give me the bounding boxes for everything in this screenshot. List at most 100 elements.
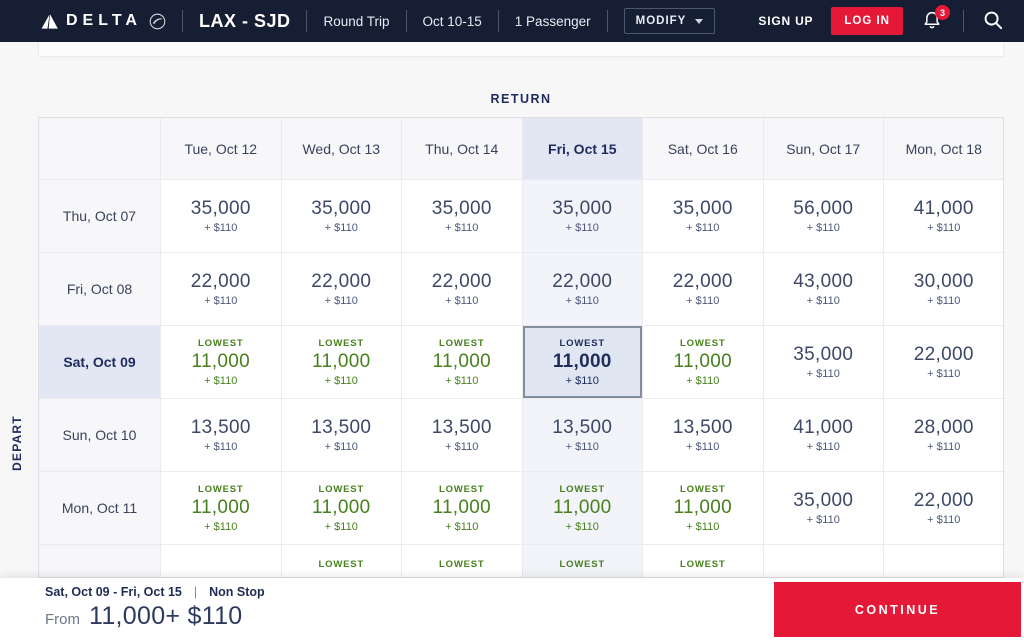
return-date-header[interactable]: Sun, Oct 17 xyxy=(763,118,884,180)
fare-fee: + $110 xyxy=(927,514,961,526)
fare-cell-lowest[interactable]: LOWEST xyxy=(522,545,643,577)
fare-fee: + $110 xyxy=(927,222,961,234)
fare-cell-lowest[interactable]: LOWEST 11,000 + $110 xyxy=(281,326,402,399)
fare-cell[interactable] xyxy=(161,545,282,577)
fare-cell-lowest[interactable]: LOWEST 11,000 + $110 xyxy=(161,472,282,545)
passenger-count-display: 1 Passenger xyxy=(514,13,591,29)
modify-button[interactable]: MODIFY xyxy=(623,8,716,34)
fare-cell-lowest[interactable]: LOWEST 11,000 + $110 xyxy=(281,472,402,545)
fare-cell-lowest[interactable]: LOWEST 11,000 + $110 xyxy=(522,472,643,545)
return-header-row: Tue, Oct 12 Wed, Oct 13 Thu, Oct 14 Fri,… xyxy=(39,118,1003,180)
fare-cell[interactable]: 35,000 + $110 xyxy=(763,472,884,545)
return-date-header[interactable]: Tue, Oct 12 xyxy=(161,118,282,180)
fare-cell[interactable]: 35,000 + $110 xyxy=(522,180,643,253)
fare-cell-lowest[interactable]: LOWEST 11,000 + $110 xyxy=(402,472,523,545)
fare-miles: 22,000 xyxy=(552,271,613,292)
matrix-corner-cell xyxy=(39,118,161,180)
delta-widget-icon xyxy=(40,13,59,30)
return-date-header[interactable]: Wed, Oct 13 xyxy=(281,118,402,180)
fare-fee: + $110 xyxy=(324,520,358,533)
notification-count-badge: 3 xyxy=(935,5,950,20)
fare-cell-selected[interactable]: LOWEST 11,000 + $110 xyxy=(522,326,643,399)
fare-cell[interactable]: 22,000 + $110 xyxy=(522,253,643,326)
fare-cell[interactable]: 43,000 + $110 xyxy=(763,253,884,326)
fare-cell[interactable]: 13,500 + $110 xyxy=(161,399,282,472)
fare-cell-lowest[interactable]: LOWEST xyxy=(643,545,764,577)
fare-miles: 43,000 xyxy=(793,271,854,292)
fare-cell[interactable]: 41,000 + $110 xyxy=(763,399,884,472)
fare-cell-lowest[interactable]: LOWEST xyxy=(402,545,523,577)
fare-fee: + $110 xyxy=(686,295,720,307)
lowest-badge: LOWEST xyxy=(439,559,485,570)
top-nav: DELTA LAX - SJD Round Trip Oct 10-15 1 P… xyxy=(0,0,1024,42)
from-label: From xyxy=(45,611,80,628)
depart-date-header[interactable]: Sun, Oct 10 xyxy=(39,399,161,472)
fare-cell-lowest[interactable]: LOWEST 11,000 + $110 xyxy=(161,326,282,399)
search-button[interactable] xyxy=(982,9,1006,33)
depart-date-header[interactable]: Mon, Oct 11 xyxy=(39,472,161,545)
fare-cell[interactable]: 35,000 + $110 xyxy=(281,180,402,253)
fare-cell[interactable]: 35,000 + $110 xyxy=(763,326,884,399)
nav-divider xyxy=(497,10,499,32)
fare-cell-lowest[interactable]: LOWEST xyxy=(281,545,402,577)
fare-cell[interactable]: 13,500 + $110 xyxy=(402,399,523,472)
fare-cell[interactable]: 35,000 + $110 xyxy=(643,180,764,253)
fare-cell[interactable]: 13,500 + $110 xyxy=(643,399,764,472)
fare-miles: 13,500 xyxy=(190,417,251,438)
delta-logo[interactable]: DELTA xyxy=(40,12,166,30)
log-in-button[interactable]: LOG IN xyxy=(831,7,903,35)
fare-fee: + $110 xyxy=(204,520,238,533)
depart-date-header[interactable]: Fri, Oct 08 xyxy=(39,253,161,326)
stops-label: Non Stop xyxy=(209,585,265,599)
depart-date-header-selected[interactable]: Sat, Oct 09 xyxy=(39,326,161,399)
fare-cell[interactable]: 22,000 + $110 xyxy=(643,253,764,326)
fare-cell[interactable]: 35,000 + $110 xyxy=(402,180,523,253)
fare-miles: 11,000 xyxy=(673,350,732,372)
fare-miles: 35,000 xyxy=(431,198,492,219)
fare-fee: + $110 xyxy=(565,520,599,533)
fare-cell[interactable]: 22,000 + $110 xyxy=(161,253,282,326)
fare-fee: + $110 xyxy=(445,441,479,453)
fare-miles: 22,000 xyxy=(311,271,372,292)
fare-fee: + $110 xyxy=(686,441,720,453)
nav-divider xyxy=(606,10,608,32)
fare-cell[interactable] xyxy=(884,545,1003,577)
depart-date-header[interactable] xyxy=(39,545,161,577)
fare-fee: + $110 xyxy=(927,441,961,453)
fare-fee: + $110 xyxy=(204,222,238,234)
depart-date-header[interactable]: Thu, Oct 07 xyxy=(39,180,161,253)
fare-calendar-matrix: Tue, Oct 12 Wed, Oct 13 Thu, Oct 14 Fri,… xyxy=(38,117,1004,578)
notifications-button[interactable]: 3 xyxy=(921,5,950,33)
fare-fee: + $110 xyxy=(686,374,720,387)
return-date-header[interactable]: Sat, Oct 16 xyxy=(643,118,764,180)
fare-cell-lowest[interactable]: LOWEST 11,000 + $110 xyxy=(643,326,764,399)
fare-cell[interactable]: 41,000 + $110 xyxy=(884,180,1003,253)
continue-button[interactable]: CONTINUE xyxy=(774,582,1021,637)
sign-up-link[interactable]: SIGN UP xyxy=(758,14,814,28)
fare-miles: 11,000 xyxy=(432,496,491,518)
fare-cell-lowest[interactable]: LOWEST 11,000 + $110 xyxy=(643,472,764,545)
fare-cell[interactable]: 22,000 + $110 xyxy=(884,472,1003,545)
fare-cell[interactable]: 13,500 + $110 xyxy=(522,399,643,472)
fare-cell[interactable] xyxy=(763,545,884,577)
fare-cell[interactable]: 13,500 + $110 xyxy=(281,399,402,472)
fare-cell[interactable]: 56,000 + $110 xyxy=(763,180,884,253)
fare-cell[interactable]: 30,000 + $110 xyxy=(884,253,1003,326)
fare-cell[interactable]: 22,000 + $110 xyxy=(281,253,402,326)
fare-fee: + $110 xyxy=(927,368,961,380)
fare-cell[interactable]: 22,000 + $110 xyxy=(402,253,523,326)
lowest-badge: LOWEST xyxy=(318,337,364,349)
fare-cell[interactable]: 28,000 + $110 xyxy=(884,399,1003,472)
fare-cell[interactable]: 35,000 + $110 xyxy=(161,180,282,253)
lowest-badge: LOWEST xyxy=(680,337,726,349)
return-date-header-selected[interactable]: Fri, Oct 15 xyxy=(522,118,643,180)
return-date-header[interactable]: Mon, Oct 18 xyxy=(884,118,1003,180)
fare-miles: 35,000 xyxy=(793,490,854,511)
return-date-header[interactable]: Thu, Oct 14 xyxy=(402,118,523,180)
fare-cell[interactable]: 22,000 + $110 xyxy=(884,326,1003,399)
nav-divider xyxy=(963,10,964,32)
fare-fee: + $110 xyxy=(324,374,358,387)
fare-cell-lowest[interactable]: LOWEST 11,000 + $110 xyxy=(402,326,523,399)
matrix-row: Sun, Oct 10 13,500 + $110 13,500 + $110 13… xyxy=(39,399,1003,472)
matrix-row: Mon, Oct 11 LOWEST 11,000 + $110 LOWEST 11,… xyxy=(39,472,1003,545)
